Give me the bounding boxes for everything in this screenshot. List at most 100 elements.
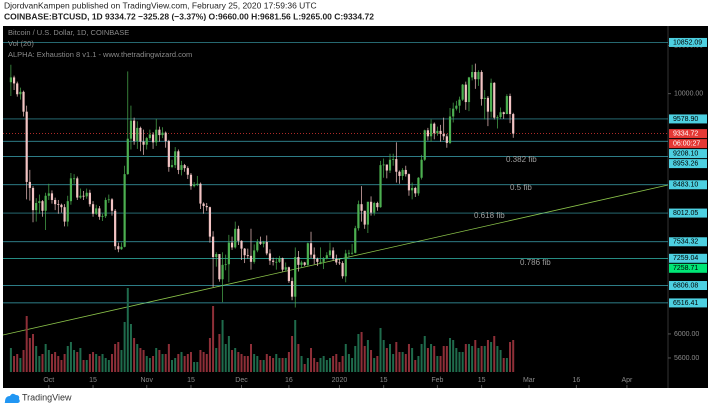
volume-bar bbox=[152, 356, 155, 372]
volume-bar bbox=[499, 350, 502, 372]
candle-body bbox=[316, 258, 319, 262]
volume-bar bbox=[110, 354, 113, 372]
candle-body bbox=[281, 258, 284, 270]
candle-body bbox=[480, 72, 483, 100]
volume-bar bbox=[347, 354, 350, 372]
volume-bar bbox=[92, 352, 95, 372]
candle-body bbox=[272, 260, 275, 262]
candle-body bbox=[369, 201, 373, 213]
brand: TradingView bbox=[22, 392, 72, 402]
candle-body bbox=[496, 117, 499, 118]
volume-bar bbox=[177, 354, 180, 372]
countdown-label: 06:00:27 bbox=[673, 140, 700, 147]
volume-bar bbox=[385, 348, 388, 372]
candle-body bbox=[123, 174, 126, 247]
candle-body bbox=[455, 105, 458, 109]
candle-body bbox=[243, 248, 246, 256]
logo bbox=[4, 393, 20, 403]
x-tick-label: 15 bbox=[380, 377, 388, 384]
axis-label-bg bbox=[669, 208, 707, 218]
volume-bar bbox=[496, 346, 499, 372]
candle-body bbox=[395, 159, 398, 172]
volume-bar bbox=[224, 344, 227, 372]
volume-bar bbox=[107, 360, 110, 372]
candle-body bbox=[376, 202, 379, 208]
candle-body bbox=[401, 169, 404, 176]
volume-bar bbox=[44, 344, 47, 372]
volume-bar bbox=[148, 358, 151, 372]
candle-body bbox=[278, 258, 281, 262]
volume-bar bbox=[417, 356, 420, 372]
volume-bar bbox=[493, 336, 496, 372]
candle-body bbox=[136, 127, 139, 142]
volume-bar bbox=[120, 350, 123, 372]
candle-body bbox=[57, 204, 60, 205]
volume-bar bbox=[278, 358, 281, 372]
candle-body bbox=[328, 250, 332, 256]
volume-bar bbox=[461, 352, 464, 372]
volume-bar bbox=[76, 352, 79, 372]
axis-label-bg bbox=[669, 129, 707, 139]
volume-bar bbox=[338, 362, 341, 372]
volume-bar bbox=[281, 358, 284, 372]
level-label: 10852.09 bbox=[673, 39, 702, 46]
candle-body bbox=[79, 195, 82, 198]
x-tick-label: 16 bbox=[572, 377, 580, 384]
candle-body bbox=[445, 136, 448, 143]
fib-label: 0.5 fib bbox=[510, 183, 532, 192]
candle-body bbox=[249, 255, 253, 262]
volume-bar bbox=[79, 348, 82, 372]
volume-bar bbox=[502, 358, 505, 372]
x-tick-label: Nov bbox=[141, 377, 154, 384]
axis-label-bg bbox=[669, 263, 707, 273]
candle-body bbox=[313, 254, 316, 259]
volume-bar bbox=[351, 358, 354, 372]
axis-label-bg bbox=[669, 180, 707, 190]
candle-body bbox=[35, 202, 38, 211]
volume-bar bbox=[171, 360, 174, 372]
candle-body bbox=[199, 183, 202, 204]
volume-bar bbox=[404, 354, 407, 372]
candle-body bbox=[142, 141, 145, 145]
volume-bar bbox=[436, 356, 439, 372]
volume-bar bbox=[66, 346, 69, 372]
level-label: 7259.04 bbox=[673, 255, 698, 262]
volume-bar bbox=[335, 354, 338, 372]
volume-bar bbox=[139, 348, 142, 372]
volume-bar bbox=[275, 354, 278, 372]
volume-bar bbox=[183, 356, 186, 372]
candle-body bbox=[183, 165, 186, 169]
candle-body bbox=[211, 236, 215, 258]
publisher: DjordvanKampen published on TradingView.… bbox=[4, 0, 317, 10]
volume-bar bbox=[60, 360, 63, 372]
candle-body bbox=[164, 132, 167, 142]
candle-body bbox=[489, 82, 493, 112]
candle-body bbox=[218, 254, 221, 280]
volume-bar bbox=[47, 350, 50, 372]
volume-bar bbox=[370, 350, 373, 372]
volume-bar bbox=[287, 352, 290, 372]
volume-bar bbox=[41, 354, 44, 372]
volume-bar bbox=[246, 356, 249, 372]
candle-body bbox=[458, 99, 461, 106]
volume-bar bbox=[237, 352, 240, 372]
volume-bar bbox=[477, 348, 480, 372]
quote: COINBASE:BTCUSD, 1D 9334.72 −325.28 (−3.… bbox=[4, 11, 374, 21]
volume-bar bbox=[407, 344, 410, 372]
candle-body bbox=[9, 77, 12, 83]
volume-bar bbox=[253, 354, 256, 372]
candle-body bbox=[246, 255, 249, 257]
volume-bar bbox=[57, 356, 60, 372]
candle-body bbox=[44, 195, 47, 211]
volume-bar bbox=[464, 344, 467, 372]
candle-body bbox=[499, 112, 502, 118]
fib-label: 0.618 fib bbox=[474, 211, 505, 220]
candle-body bbox=[60, 204, 63, 208]
volume-bar bbox=[22, 350, 25, 372]
volume-bar bbox=[240, 354, 243, 372]
volume-bar bbox=[341, 356, 344, 372]
volume-bar bbox=[259, 360, 262, 372]
candle-body bbox=[38, 201, 41, 203]
candle-body bbox=[322, 258, 325, 262]
